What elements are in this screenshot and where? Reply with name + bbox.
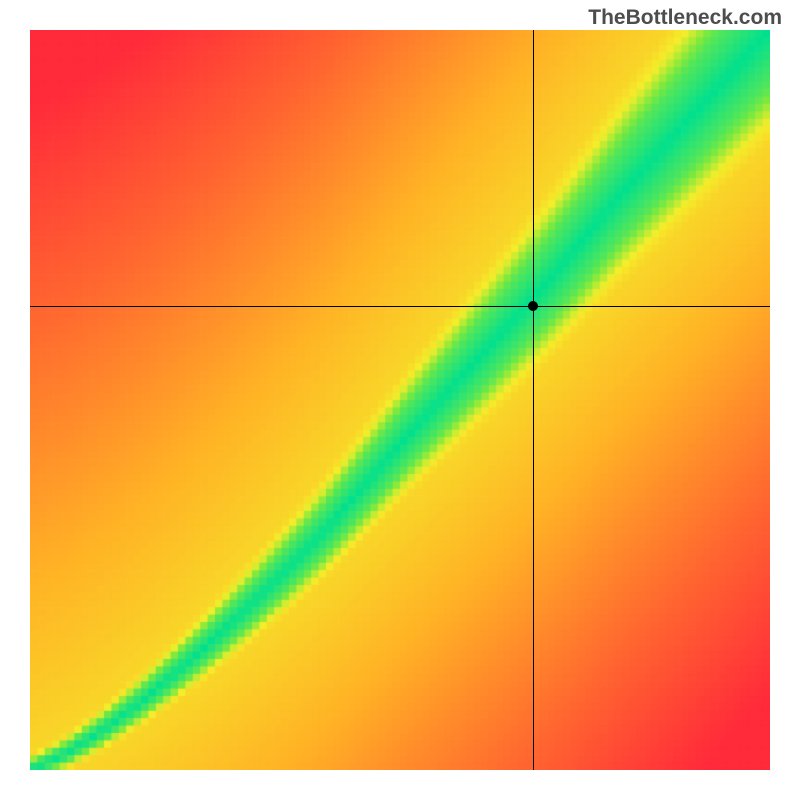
- heatmap-canvas: [30, 30, 770, 770]
- crosshair-marker: [528, 301, 538, 311]
- watermark-label: TheBottleneck.com: [588, 6, 782, 30]
- crosshair-vertical: [533, 30, 534, 770]
- heatmap-plot: [30, 30, 770, 770]
- crosshair-horizontal: [30, 306, 770, 307]
